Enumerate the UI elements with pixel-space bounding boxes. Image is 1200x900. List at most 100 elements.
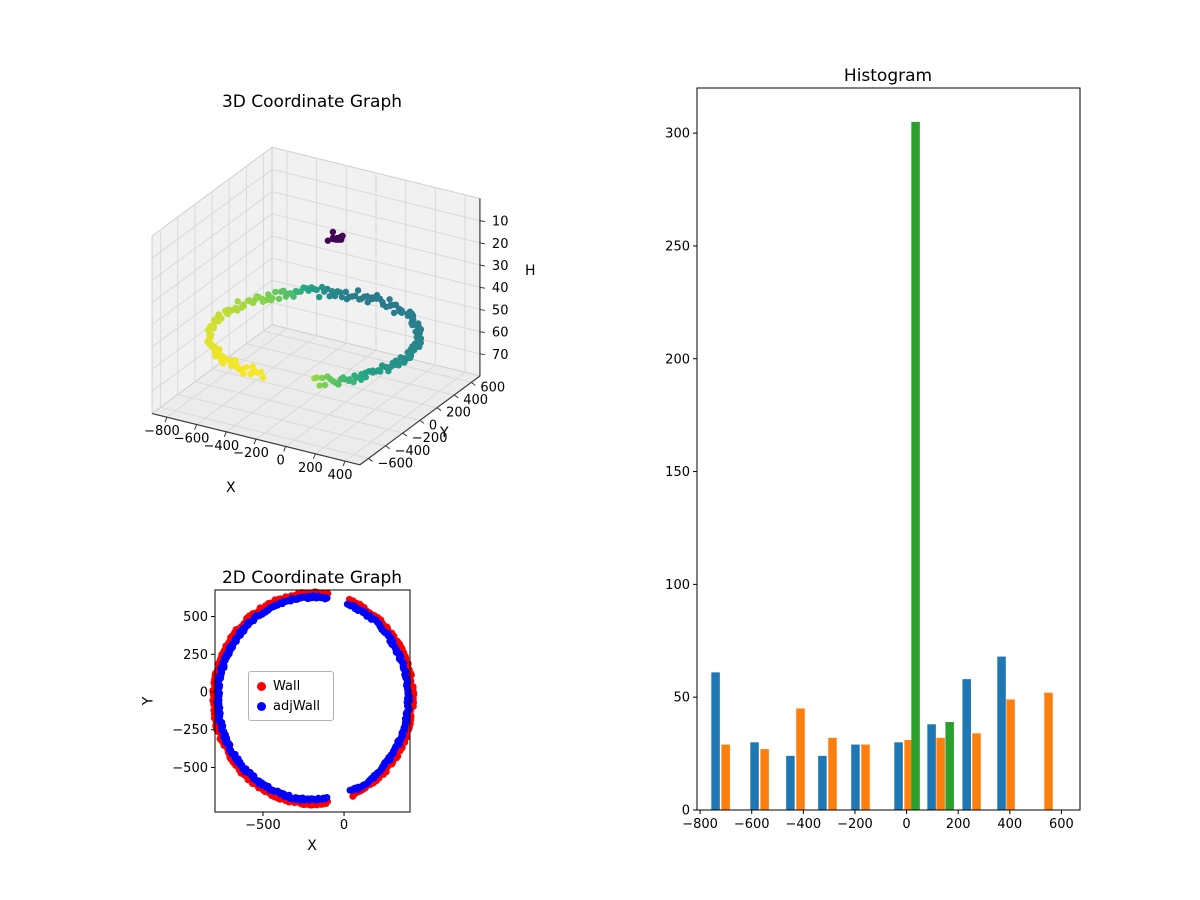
bar <box>711 672 720 810</box>
h-tick-label: 30 <box>492 259 509 274</box>
bar <box>894 742 903 810</box>
axes-2d: −500 0 500 250 0 −250 −500 <box>172 589 411 833</box>
ring-point <box>216 346 223 353</box>
tick-labels-3d: −800−600−400−200 0 200 400−600−400−20002004… <box>144 215 508 483</box>
ring-point <box>379 301 387 308</box>
ring-point <box>210 325 217 332</box>
legend: Wall adjWall <box>248 671 334 721</box>
ring-point <box>316 382 323 389</box>
ring-point <box>277 288 285 295</box>
ring-point <box>386 296 393 303</box>
x-tick-label: −800 <box>144 424 180 439</box>
axes-frame <box>214 589 411 813</box>
h-tick-label: 40 <box>492 281 509 296</box>
y-tick-label: 300 <box>665 127 690 142</box>
h-tick-label: 50 <box>492 303 509 318</box>
x-tick-label: 400 <box>997 817 1022 832</box>
bar <box>904 740 913 810</box>
legend-marker-wall <box>257 681 266 691</box>
ring-point <box>338 293 346 301</box>
ring-point <box>227 357 235 364</box>
histogram-title: Histogram <box>843 66 933 86</box>
x-tick-label: 0 <box>340 818 348 833</box>
ring-point <box>350 378 357 386</box>
legend-marker-adjwall <box>257 701 266 711</box>
y-tick-label: 200 <box>446 406 471 421</box>
axes-hist: −800 −600 −400 −200 0 200 400 600 0 50 100 150 200 25… <box>665 87 1081 832</box>
y-tick-label: 0 <box>682 804 690 819</box>
ring-point <box>234 298 242 305</box>
2d-plot-title: 2D Coordinate Graph <box>221 568 403 588</box>
ring-point <box>292 287 299 295</box>
ring-point <box>319 374 326 382</box>
ring-point <box>259 298 267 305</box>
ring-point <box>315 293 323 301</box>
ring-point <box>343 295 351 303</box>
cluster-point <box>329 228 337 236</box>
scatter-point <box>343 600 351 608</box>
scatter-series-adjWall <box>213 592 414 804</box>
ring-point <box>240 370 247 377</box>
ring-point <box>313 374 321 381</box>
bar <box>828 737 837 810</box>
x-tick-label: −200 <box>233 446 269 461</box>
y-tick-label: −600 <box>377 456 413 471</box>
ring-point <box>354 287 362 294</box>
bar <box>861 744 870 810</box>
ring-point <box>213 317 220 325</box>
y-tick-label: 250 <box>183 648 208 663</box>
3d-h-axis-label: H <box>525 263 536 279</box>
ring-point <box>373 291 381 299</box>
y-tick-label: 150 <box>665 465 690 480</box>
y-tick-label: −250 <box>172 723 208 738</box>
x-tick-label: −400 <box>203 439 239 454</box>
cluster-point <box>324 237 332 244</box>
legend-label-adjwall: adjWall <box>273 698 321 714</box>
bar <box>750 742 759 810</box>
y-tick-label: 100 <box>665 578 690 593</box>
bar <box>818 755 827 810</box>
ring-scatter <box>204 283 425 389</box>
ring-point <box>395 362 402 369</box>
bar <box>972 733 981 810</box>
bar <box>936 737 945 810</box>
ring-point <box>335 381 342 388</box>
y-tick-label: −400 <box>395 444 431 459</box>
x-tick-label: 200 <box>298 461 323 476</box>
y-tick-label: −500 <box>172 761 208 776</box>
scatter-point <box>323 793 331 801</box>
bar <box>1044 692 1053 810</box>
ring-point <box>342 288 350 296</box>
ring-point <box>362 373 369 381</box>
y-tick-label: 200 <box>665 352 690 367</box>
ring-point <box>282 293 290 300</box>
bar <box>945 722 954 810</box>
ring-point <box>410 316 417 323</box>
x-tick-label: −600 <box>734 817 770 832</box>
x-tick-label: 400 <box>328 468 353 483</box>
bar <box>721 744 730 810</box>
2d-x-axis-label: X <box>307 838 317 854</box>
ring-point <box>318 283 326 291</box>
ring-point <box>364 299 371 306</box>
y-tick-label: 600 <box>480 380 505 395</box>
ring-point <box>243 364 250 371</box>
x-tick-label: −200 <box>837 817 873 832</box>
histogram-bars <box>711 121 1053 810</box>
ring-point <box>392 357 400 364</box>
x-tick-label: 600 <box>1049 817 1074 832</box>
ring-point <box>356 296 363 303</box>
ring-point <box>331 292 339 300</box>
y-tick-label: 0 <box>429 418 437 433</box>
ring-point <box>328 287 336 295</box>
ring-point <box>377 368 384 375</box>
x-tick-label: 200 <box>946 817 971 832</box>
ring-point <box>417 335 425 342</box>
ring-point <box>265 291 272 298</box>
ring-point <box>275 295 283 303</box>
cluster-point <box>338 233 345 241</box>
y-tick-label: 250 <box>665 239 690 254</box>
x-tick-label: −500 <box>245 818 281 833</box>
